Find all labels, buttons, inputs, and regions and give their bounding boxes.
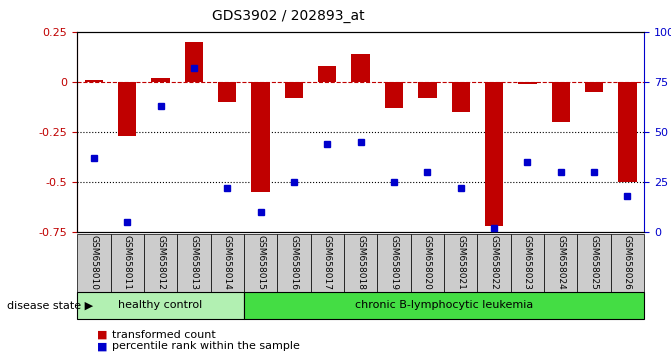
Bar: [578, 234, 611, 292]
Text: GSM658018: GSM658018: [356, 235, 365, 290]
Bar: [385, 82, 403, 108]
Bar: [144, 234, 177, 292]
Bar: [285, 82, 303, 98]
Text: GSM658010: GSM658010: [89, 235, 99, 290]
Text: GSM658024: GSM658024: [556, 235, 565, 290]
Bar: [552, 82, 570, 122]
Text: GSM658011: GSM658011: [123, 235, 132, 290]
Text: GSM658026: GSM658026: [623, 235, 632, 290]
Text: GSM658020: GSM658020: [423, 235, 432, 290]
Bar: [177, 234, 211, 292]
Text: GSM658023: GSM658023: [523, 235, 532, 290]
Bar: [452, 82, 470, 112]
Bar: [411, 234, 444, 292]
Bar: [111, 234, 144, 292]
Bar: [218, 82, 236, 102]
Text: ■: ■: [97, 341, 108, 351]
Bar: [518, 82, 537, 84]
Text: GSM658025: GSM658025: [590, 235, 599, 290]
Bar: [585, 82, 603, 92]
Bar: [152, 78, 170, 82]
Bar: [511, 234, 544, 292]
Bar: [377, 234, 411, 292]
Bar: [185, 42, 203, 82]
Text: GSM658012: GSM658012: [156, 235, 165, 290]
Bar: [244, 292, 644, 319]
Bar: [311, 234, 344, 292]
Text: disease state ▶: disease state ▶: [7, 300, 93, 310]
Text: GSM658016: GSM658016: [289, 235, 299, 290]
Bar: [85, 80, 103, 82]
Text: ■: ■: [97, 330, 108, 339]
Text: GSM658017: GSM658017: [323, 235, 332, 290]
Bar: [344, 234, 377, 292]
Bar: [618, 82, 637, 182]
Text: GSM658015: GSM658015: [256, 235, 265, 290]
Text: transformed count: transformed count: [112, 330, 216, 339]
Text: GSM658013: GSM658013: [189, 235, 199, 290]
Bar: [444, 234, 477, 292]
Bar: [485, 82, 503, 226]
Bar: [277, 234, 311, 292]
Bar: [477, 234, 511, 292]
Bar: [77, 292, 244, 319]
Bar: [211, 234, 244, 292]
Bar: [118, 82, 136, 136]
Bar: [611, 234, 644, 292]
Text: chronic B-lymphocytic leukemia: chronic B-lymphocytic leukemia: [355, 300, 533, 310]
Text: healthy control: healthy control: [118, 300, 203, 310]
Bar: [318, 66, 336, 82]
Bar: [77, 234, 111, 292]
Bar: [244, 234, 277, 292]
Bar: [252, 82, 270, 192]
Text: GSM658022: GSM658022: [490, 235, 499, 290]
Text: GDS3902 / 202893_at: GDS3902 / 202893_at: [212, 9, 365, 23]
Text: GSM658014: GSM658014: [223, 235, 231, 290]
Bar: [352, 54, 370, 82]
Bar: [544, 234, 578, 292]
Text: GSM658019: GSM658019: [389, 235, 399, 290]
Text: GSM658021: GSM658021: [456, 235, 465, 290]
Bar: [418, 82, 437, 98]
Text: percentile rank within the sample: percentile rank within the sample: [112, 341, 300, 351]
